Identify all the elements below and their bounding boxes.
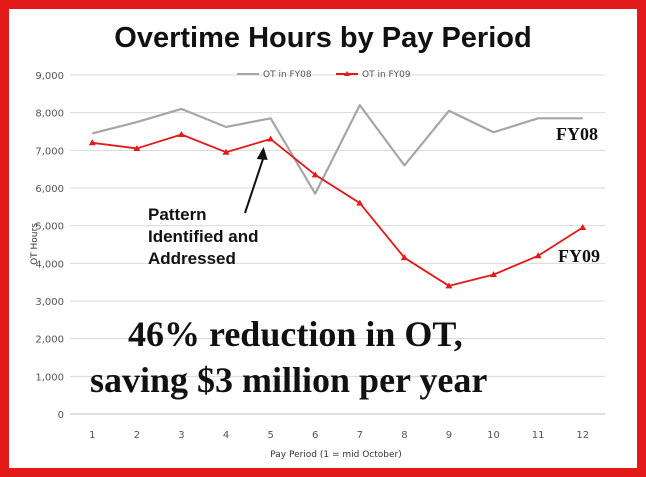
data-point-fy09 <box>400 254 408 261</box>
y-tick-label: 2,000 <box>35 335 64 346</box>
data-point-fy09 <box>177 131 185 138</box>
legend-label: OT in FY08 <box>263 70 312 80</box>
x-tick-label: 12 <box>576 430 589 441</box>
x-tick-label: 4 <box>223 430 229 441</box>
y-tick-label: 4,000 <box>35 259 64 270</box>
y-tick-label: 1,000 <box>35 372 64 383</box>
data-point-fy09 <box>133 144 141 151</box>
arrow-head <box>256 147 268 161</box>
axes: 0 1,000 2,000 3,000 4,000 5,000 6,000 7,000 8,00… <box>35 71 605 441</box>
x-tick-label: 3 <box>178 430 184 441</box>
reduction-line-2: saving $3 million per year <box>90 360 488 400</box>
data-point-fy09 <box>311 171 319 178</box>
y-tick-label: 3,000 <box>35 297 64 308</box>
legend-label: OT in FY09 <box>362 70 411 80</box>
y-tick-label: 0 <box>58 410 64 421</box>
x-tick-label: 10 <box>487 430 500 441</box>
x-tick-label: 11 <box>532 430 545 441</box>
x-axis-label: Pay Period (1 = mid October) <box>270 450 402 460</box>
x-tick-label: 2 <box>134 430 140 441</box>
y-tick-label: 8,000 <box>35 109 64 120</box>
data-point-fy09 <box>222 148 230 155</box>
callout-arrow <box>244 147 268 214</box>
x-tick-label: 7 <box>357 430 363 441</box>
y-tick-label: 7,000 <box>35 146 64 157</box>
legend: OT in FY08 OT in FY09 <box>237 70 411 80</box>
x-tick-label: 6 <box>312 430 318 441</box>
chart-title: Overtime Hours by Pay Period <box>114 22 532 54</box>
x-tick-label: 1 <box>89 430 95 441</box>
fy08-tag: FY08 <box>556 124 598 144</box>
reduction-line-1: 46% reduction in OT, <box>128 314 463 354</box>
arrow-shaft <box>244 156 265 214</box>
data-point-fy09 <box>88 139 96 146</box>
fy09-tag: FY09 <box>558 246 600 266</box>
callout-line-1: Pattern <box>148 205 207 224</box>
series-line-fy08 <box>92 104 583 195</box>
callout-line-2: Identified and <box>148 227 259 246</box>
series-layer <box>88 104 587 289</box>
data-point-fy09 <box>534 252 542 259</box>
x-tick-label: 5 <box>267 430 273 441</box>
data-point-fy09 <box>356 199 364 206</box>
y-tick-label: 5,000 <box>35 222 64 233</box>
y-tick-label: 6,000 <box>35 184 64 195</box>
x-tick-label: 8 <box>401 430 407 441</box>
data-point-fy09 <box>445 282 453 289</box>
data-point-fy09 <box>267 135 275 142</box>
y-tick-label: 9,000 <box>35 71 64 82</box>
reduction-note: 46% reduction in OT, saving $3 million p… <box>90 311 560 403</box>
series-line-fy09 <box>92 133 584 287</box>
callout-line-3: Addressed <box>148 249 236 268</box>
y-axis-label: OT Hours <box>30 223 40 265</box>
x-tick-label: 9 <box>446 430 452 441</box>
pattern-callout: Pattern Identified and Addressed <box>148 204 318 270</box>
data-point-fy09 <box>579 224 587 231</box>
data-point-fy09 <box>490 271 498 278</box>
legend-marker <box>344 71 350 76</box>
